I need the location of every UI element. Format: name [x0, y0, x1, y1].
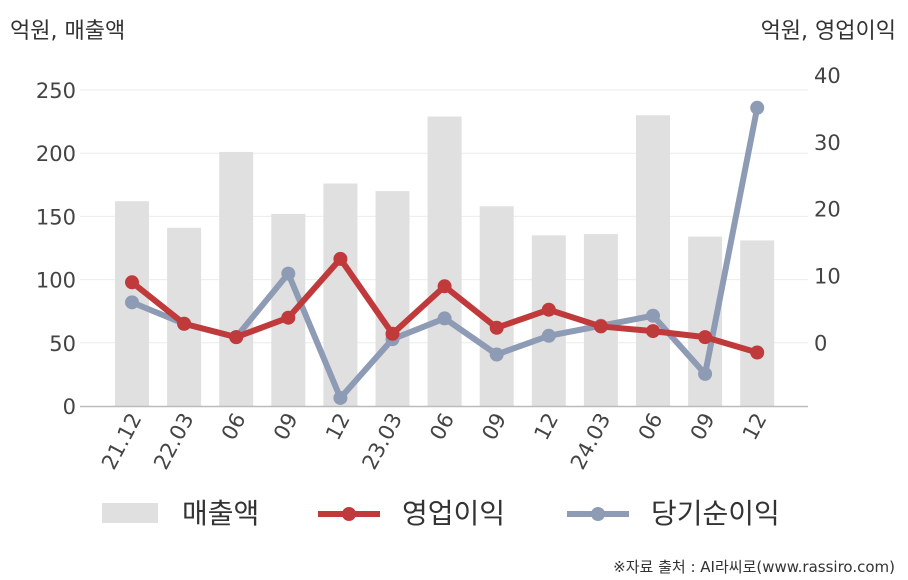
- operating-profit-point: [646, 324, 660, 339]
- net-income-point: [333, 390, 348, 405]
- left-axis-tick-label: 150: [36, 205, 76, 229]
- right-axis-tick-label: 0: [814, 331, 827, 355]
- profit-lines: [125, 100, 765, 405]
- net-income-point: [646, 308, 660, 323]
- net-income-point: [750, 100, 765, 115]
- operating-profit-point: [541, 302, 556, 317]
- operating-profit-point: [750, 345, 765, 360]
- operating-profit-point: [698, 330, 713, 345]
- x-axis-tick-label: 22.03: [149, 409, 198, 473]
- legend: 매출액 영업이익 당기순이익: [102, 497, 780, 530]
- x-axis-tick-label: 12: [321, 409, 355, 444]
- left-axis-tick-label: 200: [36, 142, 76, 166]
- revenue-bar: [479, 206, 514, 406]
- source-credit: ※자료 출처 : AI라씨로(www.rassiro.com): [613, 558, 895, 576]
- x-axis-tick-label: 09: [477, 409, 511, 444]
- revenue-bars: [115, 115, 775, 406]
- right-axis-tick-label: 10: [814, 265, 841, 289]
- left-axis-tick-label: 50: [49, 332, 76, 356]
- net-income-point: [125, 295, 139, 310]
- left-axis-tick-label: 250: [36, 79, 76, 103]
- legend-label-net-income: 당기순이익: [651, 497, 780, 530]
- operating-profit-point: [125, 275, 139, 290]
- left-axis-unit-label: 억원, 매출액: [10, 19, 125, 44]
- net-income-point: [437, 311, 452, 326]
- x-axis-tick-label: 21.12: [97, 409, 146, 473]
- net-income-point: [281, 266, 296, 281]
- left-axis-tick-label: 0: [63, 395, 76, 419]
- x-axis-ticks: 21.12 22.03 06 09 12 23.03 06 09 12 24.03 06 09 12: [97, 409, 772, 473]
- revenue-bar: [427, 116, 462, 406]
- legend-marker-net-income: [591, 507, 605, 521]
- revenue-bar: [636, 115, 670, 406]
- revenue-bar: [375, 191, 410, 406]
- revenue-bar: [219, 151, 254, 406]
- operating-profit-point: [229, 330, 244, 345]
- net-income-point: [541, 328, 556, 343]
- right-axis-tick-label: 40: [814, 64, 841, 88]
- right-axis-unit-label: 억원, 영업이익: [761, 19, 896, 44]
- operating-profit-point: [177, 316, 192, 331]
- legend-label-operating-profit: 영업이익: [402, 497, 505, 530]
- operating-profit-point: [489, 320, 504, 335]
- revenue-bar: [740, 240, 775, 406]
- x-axis-tick-label: 24.03: [566, 409, 615, 473]
- x-axis-tick-label: 12: [529, 409, 563, 444]
- operating-profit-point: [437, 279, 452, 294]
- legend-label-revenue: 매출액: [182, 497, 259, 530]
- operating-profit-point: [333, 251, 348, 266]
- x-axis-tick-label: 06: [634, 409, 668, 444]
- right-axis-tick-label: 20: [814, 198, 841, 222]
- x-axis-tick-label: 06: [217, 409, 251, 444]
- operating-profit-point: [593, 319, 608, 334]
- operating-profit-point: [385, 326, 400, 341]
- right-axis-tick-label: 30: [814, 131, 841, 155]
- left-axis-ticks: 0 50 100 150 200 250: [36, 79, 76, 419]
- revenue-bar: [271, 213, 306, 406]
- x-axis-tick-label: 09: [269, 409, 303, 444]
- net-income-point: [698, 366, 713, 381]
- revenue-bar: [531, 235, 566, 406]
- x-axis-tick-label: 09: [686, 409, 720, 444]
- x-axis-tick-label: 23.03: [357, 409, 406, 473]
- x-axis-tick-label: 06: [425, 409, 459, 444]
- legend-swatch-revenue: [102, 503, 158, 523]
- net-income-point: [489, 347, 504, 362]
- legend-marker-operating-profit: [342, 507, 356, 521]
- right-axis-ticks: 0 10 20 30 40: [814, 64, 841, 355]
- left-axis-tick-label: 100: [36, 269, 76, 293]
- x-axis-tick-label: 12: [738, 409, 772, 444]
- operating-profit-point: [281, 310, 296, 325]
